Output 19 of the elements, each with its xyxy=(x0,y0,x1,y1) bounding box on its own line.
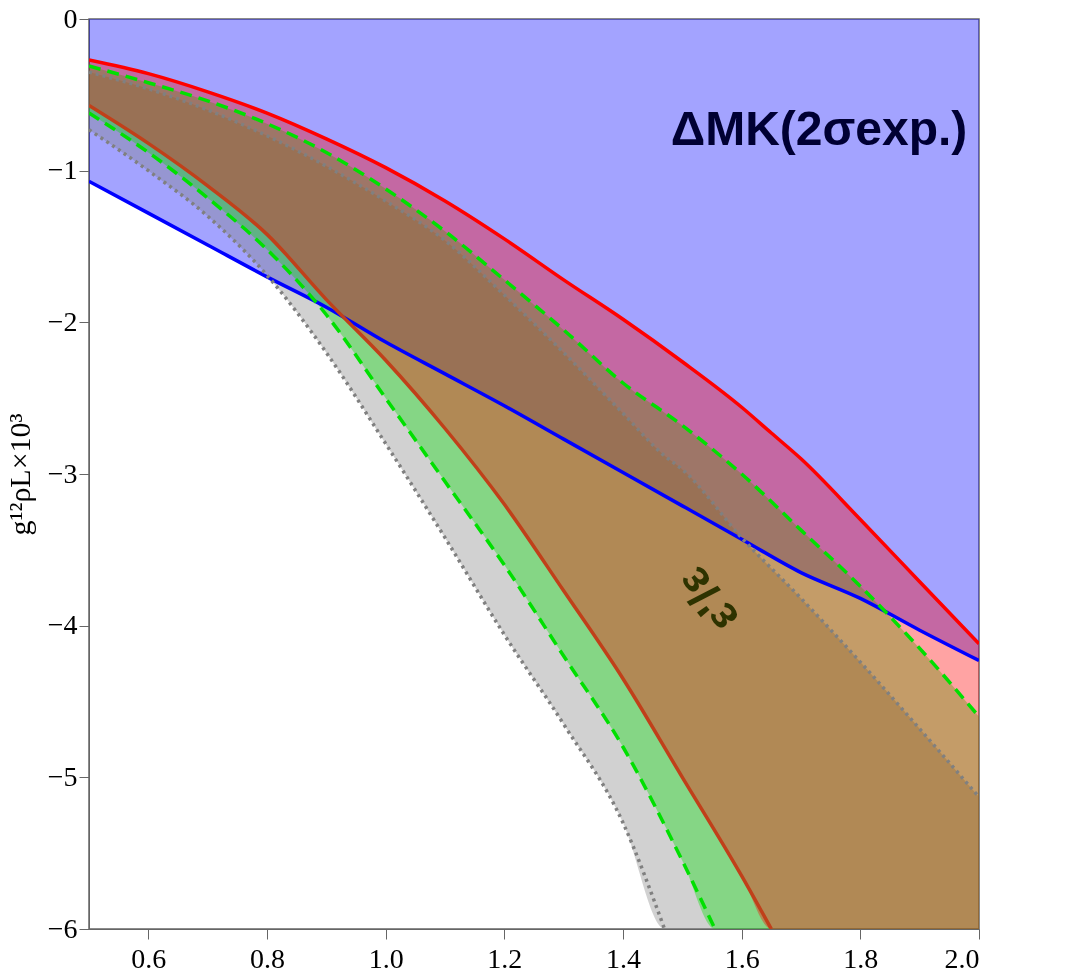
annotation: ε'/ε xyxy=(666,557,749,643)
y-tick-label: 0 xyxy=(63,2,78,34)
y-tick-label: −5 xyxy=(47,760,78,792)
y-tick-label: −3 xyxy=(47,457,78,489)
x-tick-label: 0.6 xyxy=(131,942,167,970)
x-tick-label: 1.2 xyxy=(487,942,523,970)
y-axis-title: g¹²ρL×10³ xyxy=(2,413,36,536)
annotation: ΔMK(2σexp.) xyxy=(670,102,968,155)
line-series xyxy=(89,179,979,663)
y-tick-label: −4 xyxy=(47,609,78,641)
y-tick-label: −2 xyxy=(47,305,78,337)
x-tick-label: 1.8 xyxy=(843,942,879,970)
x-tick-label: 0.8 xyxy=(250,942,285,970)
x-tick-label: 2.0 xyxy=(944,942,980,970)
y-tick-label: −6 xyxy=(47,912,78,944)
x-tick-label: 1.6 xyxy=(724,942,760,970)
x-tick-label: 1.4 xyxy=(606,942,641,970)
y-tick-label: −1 xyxy=(47,154,78,186)
x-tick-label: 1.0 xyxy=(368,942,404,970)
